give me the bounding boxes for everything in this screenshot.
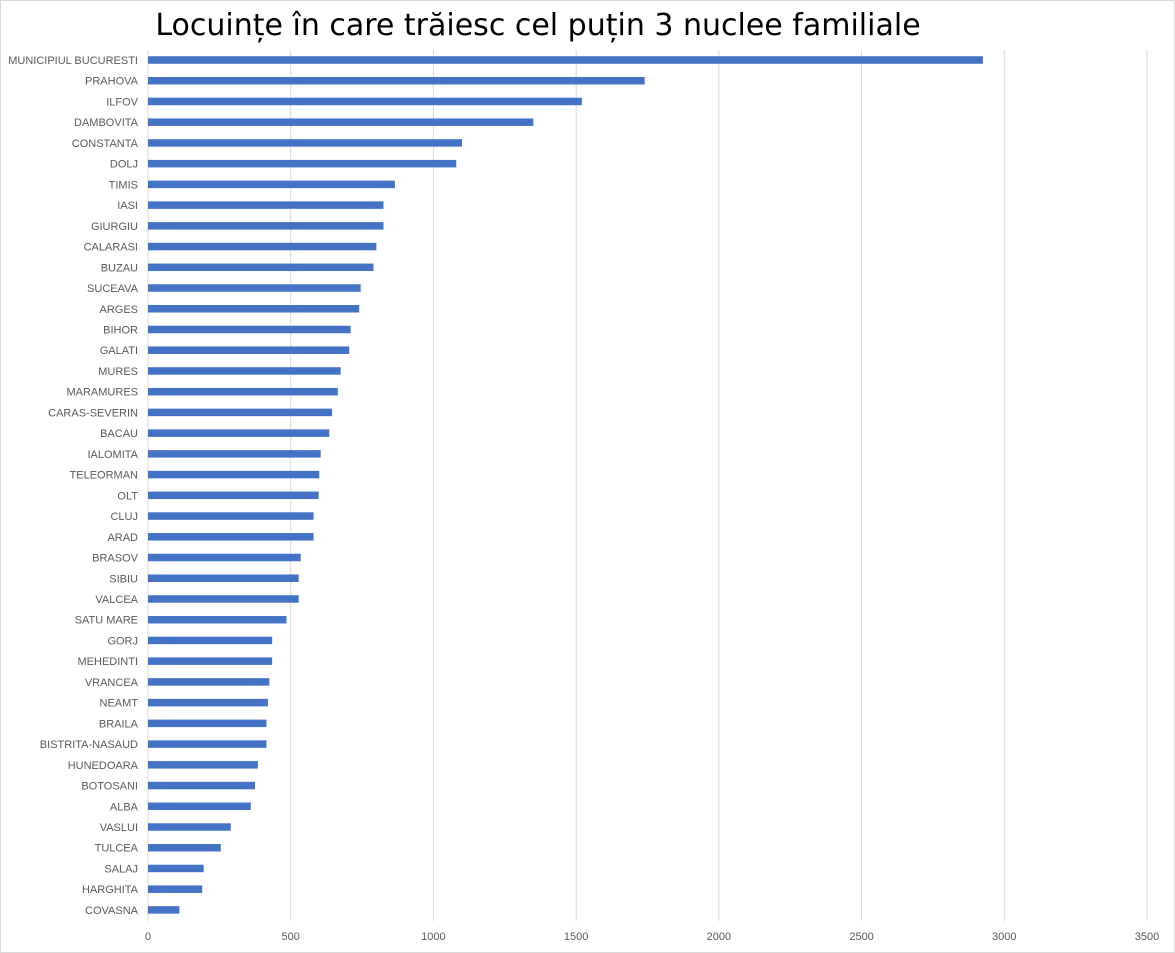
- bar: [148, 574, 299, 582]
- bar: [148, 408, 333, 417]
- bar: [148, 533, 314, 541]
- category-label: BOTOSANI: [81, 781, 138, 793]
- bar: [148, 325, 351, 334]
- category-label: BISTRITA-NASAUD: [40, 739, 138, 751]
- category-label: GORJ: [107, 635, 138, 647]
- category-label: BACAU: [100, 428, 138, 440]
- category-label: CONSTANTA: [72, 138, 139, 150]
- bar: [148, 470, 320, 479]
- category-label: BIHOR: [103, 324, 138, 336]
- bar: [148, 159, 457, 168]
- category-label: ARGES: [99, 304, 138, 316]
- bar: [148, 76, 645, 85]
- bar: [148, 823, 231, 831]
- category-label: BUZAU: [101, 262, 138, 274]
- bar: [148, 387, 338, 396]
- bar: [148, 781, 256, 790]
- category-label: HUNEDOARA: [68, 760, 139, 772]
- bar: [148, 222, 384, 230]
- x-tick-label: 1500: [564, 931, 588, 943]
- bar: [148, 595, 299, 603]
- bar: [148, 429, 330, 437]
- bar: [148, 263, 374, 272]
- category-label: COVASNA: [85, 905, 139, 917]
- bar: [148, 740, 267, 748]
- category-label: HARGHITA: [82, 884, 139, 896]
- bar: [148, 802, 251, 811]
- x-tick-label: 2500: [849, 931, 873, 943]
- category-label: BRAILA: [99, 718, 139, 730]
- category-label: TULCEA: [95, 843, 139, 855]
- bar: [148, 719, 267, 728]
- category-label: ALBA: [110, 801, 139, 813]
- chart-title: Locuințe în care trăiesc cel puțin 3 nuc…: [155, 8, 921, 43]
- category-label: VALCEA: [95, 594, 138, 606]
- category-label: MURES: [98, 366, 138, 378]
- bar: [148, 636, 273, 645]
- category-label: CLUJ: [110, 511, 138, 523]
- category-label: VRANCEA: [85, 677, 139, 689]
- category-label: GIURGIU: [91, 221, 138, 233]
- bar: [148, 657, 273, 665]
- bar: [148, 180, 395, 189]
- bar: [148, 512, 314, 520]
- category-label: CARAS-SEVERIN: [48, 407, 138, 419]
- bar: [148, 56, 983, 64]
- bar: [148, 201, 384, 209]
- bar: [148, 346, 350, 354]
- category-label: SALAJ: [104, 863, 138, 875]
- bar: [148, 97, 582, 106]
- category-label: VASLUI: [100, 822, 138, 834]
- category-label: GALATI: [100, 345, 138, 357]
- category-label: NEAMT: [100, 698, 139, 710]
- bar: [148, 491, 319, 500]
- category-label: ARAD: [107, 532, 138, 544]
- bar: [148, 450, 321, 458]
- bar: [148, 553, 301, 562]
- category-label: TIMIS: [109, 179, 138, 191]
- category-label: CALARASI: [84, 242, 138, 254]
- category-label: SUCEAVA: [87, 283, 139, 295]
- bar: [148, 864, 204, 873]
- category-label: BRASOV: [92, 553, 139, 565]
- bar: [148, 678, 270, 686]
- category-label: IALOMITA: [87, 449, 138, 461]
- bar: [148, 843, 221, 852]
- bar: [148, 305, 360, 313]
- x-tick-label: 3500: [1135, 931, 1159, 943]
- x-tick-label: 1000: [421, 931, 445, 943]
- category-label: SATU MARE: [75, 615, 138, 627]
- bar: [148, 885, 203, 893]
- x-tick-label: 500: [282, 931, 300, 943]
- category-label: SIBIU: [109, 573, 138, 585]
- category-label: OLT: [117, 490, 138, 502]
- category-label: TELEORMAN: [70, 470, 139, 482]
- category-label: DOLJ: [110, 159, 138, 171]
- bar: [148, 118, 534, 126]
- category-label: IASI: [117, 200, 138, 212]
- bar: [148, 284, 361, 292]
- bar: [148, 139, 462, 147]
- bar: [148, 367, 341, 375]
- bar: [148, 242, 377, 251]
- category-label: PRAHOVA: [85, 76, 139, 88]
- bar: [148, 698, 268, 707]
- bar: [148, 906, 180, 914]
- category-label: ILFOV: [106, 96, 138, 108]
- category-label: MEHEDINTI: [78, 656, 139, 668]
- category-label: DAMBOVITA: [74, 117, 139, 129]
- x-tick-label: 3000: [992, 931, 1016, 943]
- x-tick-label: 2000: [707, 931, 731, 943]
- x-tick-label: 0: [145, 931, 151, 943]
- bar: [148, 761, 258, 769]
- bar: [148, 615, 287, 624]
- category-label: MUNICIPIUL BUCURESTI: [8, 55, 138, 67]
- category-label: MARAMURES: [66, 387, 138, 399]
